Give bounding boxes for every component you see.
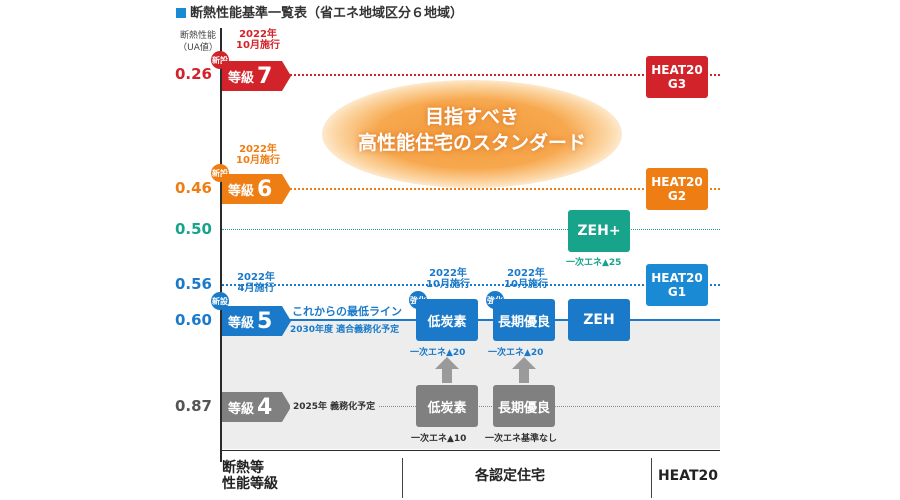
- grade7-date: 2022年 10月施行: [228, 29, 288, 51]
- grade7-date-year: 2022年: [239, 29, 277, 40]
- cert-lowcarbon-date-year: 2022年: [429, 268, 467, 279]
- center-glow: [322, 80, 622, 188]
- zeh-plus-note: 一次エネ▲25: [566, 258, 622, 268]
- yaxis-line: [220, 28, 222, 462]
- grade4-shape: [222, 392, 291, 422]
- grade4-text: 等級 4: [222, 393, 272, 421]
- grade4-note1: 2025年 義務化予定: [290, 399, 379, 412]
- gridline-046: [222, 188, 720, 190]
- grade5-shape: [222, 306, 291, 336]
- gridline-056: [222, 284, 720, 286]
- grade7-date-month: 10月施行: [236, 40, 280, 51]
- center-message-line2: 高性能住宅のスタンダード: [357, 132, 586, 154]
- cert-longterm-g4-note: 一次エネ基準なし: [485, 434, 558, 444]
- grade5-note2: 2030年度 適合義務化予定: [290, 325, 400, 335]
- zeh-plus-box: ZEH+: [568, 210, 630, 252]
- ytick-050: 0.50: [174, 220, 212, 238]
- cert-lowcarbon-g4-note: 一次エネ▲10: [411, 434, 467, 444]
- ytick-087: 0.87: [174, 397, 212, 415]
- ytick-060: 0.60: [174, 311, 212, 329]
- up-arrow-lowcarbon-icon: [435, 357, 459, 383]
- grade5-number: 5: [257, 308, 273, 334]
- gridline-026: [222, 74, 720, 76]
- cert-longterm-g4-box: 長期優良: [493, 385, 555, 427]
- grade4-number: 4: [257, 394, 273, 420]
- grade5-text: 等級 5: [222, 307, 272, 335]
- cert-lowcarbon-note: 一次エネ▲20: [410, 348, 466, 358]
- grade5-date-month: 4月施行: [237, 283, 275, 294]
- column-label-certs: 各認定住宅: [475, 468, 545, 484]
- yaxis-header-line2: （UA値）: [178, 43, 218, 53]
- grade5-word: 等級: [228, 315, 255, 331]
- center-message: 目指すべき 高性能住宅のスタンダード: [322, 104, 622, 156]
- grade6-word: 等級: [228, 183, 255, 199]
- grade6-label: [222, 174, 292, 208]
- column-label-grade: 断熱等 性能等級: [222, 460, 292, 492]
- grade4-word: 等級: [228, 401, 255, 417]
- heat20-g2-line2: G2: [667, 189, 687, 203]
- grade5-new-badge: 新設: [211, 292, 229, 310]
- grade7-number: 7: [257, 63, 273, 89]
- cert-lowcarbon-date: 2022年 10月施行: [418, 268, 478, 290]
- ytick-056: 0.56: [174, 275, 212, 293]
- grade6-date: 2022年 10月施行: [228, 144, 288, 166]
- cert-longterm-date-month: 10月施行: [504, 279, 548, 290]
- grade7-shape: [222, 61, 291, 91]
- footer-divider-2: [651, 458, 652, 498]
- title-text: 断熱性能基準一覧表（省エネ地域区分６地域）: [190, 6, 464, 21]
- grade7-label: [222, 61, 292, 95]
- title-square-icon: [176, 8, 186, 18]
- yaxis-header: 断熱性能 （UA値）: [172, 30, 224, 54]
- grade7-word: 等級: [228, 70, 255, 86]
- grade7-text: 等級 7: [222, 62, 272, 90]
- ytick-026: 0.26: [174, 65, 212, 83]
- gridline-050: [222, 229, 720, 230]
- up-arrow-lowcarbon: [435, 357, 459, 387]
- heat20-g1-line2: G1: [667, 285, 687, 299]
- zeh-box: ZEH: [568, 299, 630, 341]
- heat20-g2-box: HEAT20 G2: [646, 168, 708, 210]
- grade6-number: 6: [257, 176, 273, 202]
- column-label-heat20: HEAT20: [657, 468, 719, 484]
- grade5-date-year: 2022年: [237, 272, 275, 283]
- cert-longterm-date-year: 2022年: [507, 268, 545, 279]
- heat20-g1-line1: HEAT20: [651, 271, 703, 285]
- footer-divider-1: [402, 458, 403, 498]
- cert-lowcarbon-box: 低炭素: [416, 299, 478, 341]
- grade5-date: 2022年 4月施行: [228, 272, 284, 294]
- ytick-046: 0.46: [174, 179, 212, 197]
- heat20-g1-box: HEAT20 G1: [646, 264, 708, 306]
- cert-longterm-date: 2022年 10月施行: [496, 268, 556, 290]
- up-arrow-longterm-icon: [512, 357, 536, 383]
- chart-title: 断熱性能基準一覧表（省エネ地域区分６地域）: [176, 2, 463, 21]
- footer-line: [220, 450, 720, 451]
- cert-longterm-note: 一次エネ▲20: [488, 348, 544, 358]
- grade6-date-month: 10月施行: [236, 155, 280, 166]
- grade4-label: [222, 392, 292, 426]
- heat20-g3-line2: G3: [667, 77, 687, 91]
- center-message-line1: 目指すべき: [425, 106, 519, 128]
- grade6-shape: [222, 174, 291, 204]
- heat20-g3-line1: HEAT20: [651, 63, 703, 77]
- column-label-grade-line1: 断熱等: [222, 460, 264, 476]
- cert-longterm-box: 長期優良: [493, 299, 555, 341]
- grade5-label: [222, 306, 292, 340]
- heat20-g3-box: HEAT20 G3: [646, 56, 708, 98]
- grade5-note1: これからの最低ライン: [290, 303, 404, 319]
- yaxis-header-line1: 断熱性能: [179, 31, 216, 41]
- cert-lowcarbon-g4-box: 低炭素: [416, 385, 478, 427]
- up-arrow-longterm: [512, 357, 536, 387]
- cert-lowcarbon-date-month: 10月施行: [426, 279, 470, 290]
- heat20-g2-line1: HEAT20: [651, 175, 703, 189]
- grade6-text: 等級 6: [222, 175, 272, 203]
- grade6-date-year: 2022年: [239, 144, 277, 155]
- column-label-grade-line2: 性能等級: [222, 476, 278, 492]
